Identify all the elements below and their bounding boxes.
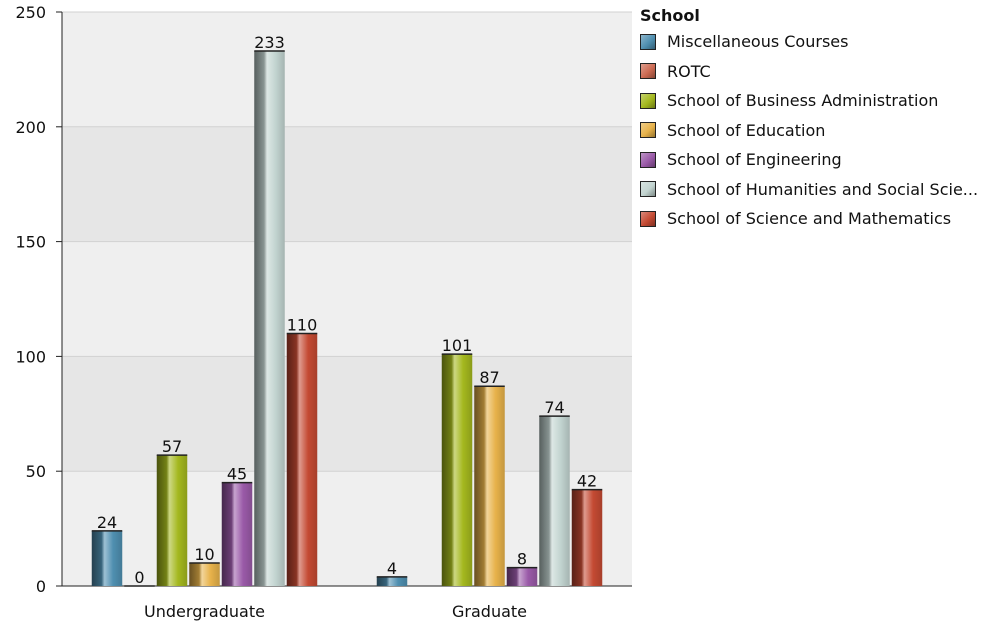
legend-item: School of Science and Mathematics (640, 204, 978, 234)
bar (254, 51, 285, 587)
bar-chart: 0 50 100 150 200 250 Undergraduate Graduate 24 0… (15, 3, 632, 621)
data-label: 0 (134, 568, 144, 587)
bar (474, 386, 505, 586)
legend-label: School of Humanities and Social Scie... (667, 179, 979, 199)
plot-band (62, 356, 632, 472)
data-label: 45 (227, 465, 247, 484)
data-label: 110 (287, 315, 318, 334)
legend-label: School of Science and Mathematics (667, 209, 952, 229)
legend-title: School (640, 6, 700, 25)
legend-item: Miscellaneous Courses (640, 27, 978, 57)
data-label: 8 (517, 550, 527, 569)
legend-swatch (640, 33, 656, 50)
bar (221, 482, 253, 586)
legend-swatch (640, 210, 656, 227)
legend-item: School of Education (640, 116, 978, 146)
legend-swatch (640, 63, 656, 80)
legend-swatch (640, 181, 656, 198)
bar (156, 455, 188, 586)
legend-label: School of Engineering (667, 150, 842, 170)
legend-label: School of Business Administration (667, 91, 939, 111)
bar (506, 567, 538, 586)
bar (571, 489, 603, 586)
y-tick-label: 100 (15, 347, 46, 366)
data-label: 74 (544, 398, 564, 417)
legend-item: School of Humanities and Social Scie... (640, 175, 978, 205)
legend-label: Miscellaneous Courses (667, 32, 849, 52)
legend-label: ROTC (667, 61, 711, 81)
y-tick-label: 200 (15, 118, 46, 137)
plot-band (62, 12, 632, 127)
legend-swatch (640, 92, 656, 109)
x-tick-label: Graduate (452, 602, 527, 621)
legend-label: School of Education (667, 120, 826, 140)
data-label: 87 (479, 368, 499, 387)
y-tick-label: 0 (36, 577, 46, 596)
legend-swatch (640, 122, 656, 139)
plot-band (62, 126, 632, 242)
data-label: 57 (162, 437, 182, 456)
legend-item: School of Business Administration (640, 86, 978, 116)
legend-item: School of Engineering (640, 145, 978, 175)
bar (441, 354, 473, 586)
data-label: 10 (194, 545, 214, 564)
bar (539, 416, 570, 586)
data-label: 233 (254, 33, 285, 52)
data-label: 4 (387, 559, 397, 578)
legend: School Miscellaneous Courses ROTC School o… (640, 6, 978, 234)
y-tick-label: 250 (15, 3, 46, 22)
legend-item: ROTC (640, 57, 978, 87)
x-tick-label: Undergraduate (144, 602, 265, 621)
plot-band (62, 241, 632, 357)
data-label: 101 (442, 336, 473, 355)
bar (286, 333, 318, 586)
data-label: 42 (577, 472, 597, 491)
bar (91, 530, 123, 586)
bar (189, 563, 220, 586)
bar (376, 576, 408, 586)
y-tick-label: 150 (15, 233, 46, 252)
data-label: 24 (97, 513, 117, 532)
legend-swatch (640, 151, 656, 168)
y-tick-label: 50 (26, 462, 46, 481)
